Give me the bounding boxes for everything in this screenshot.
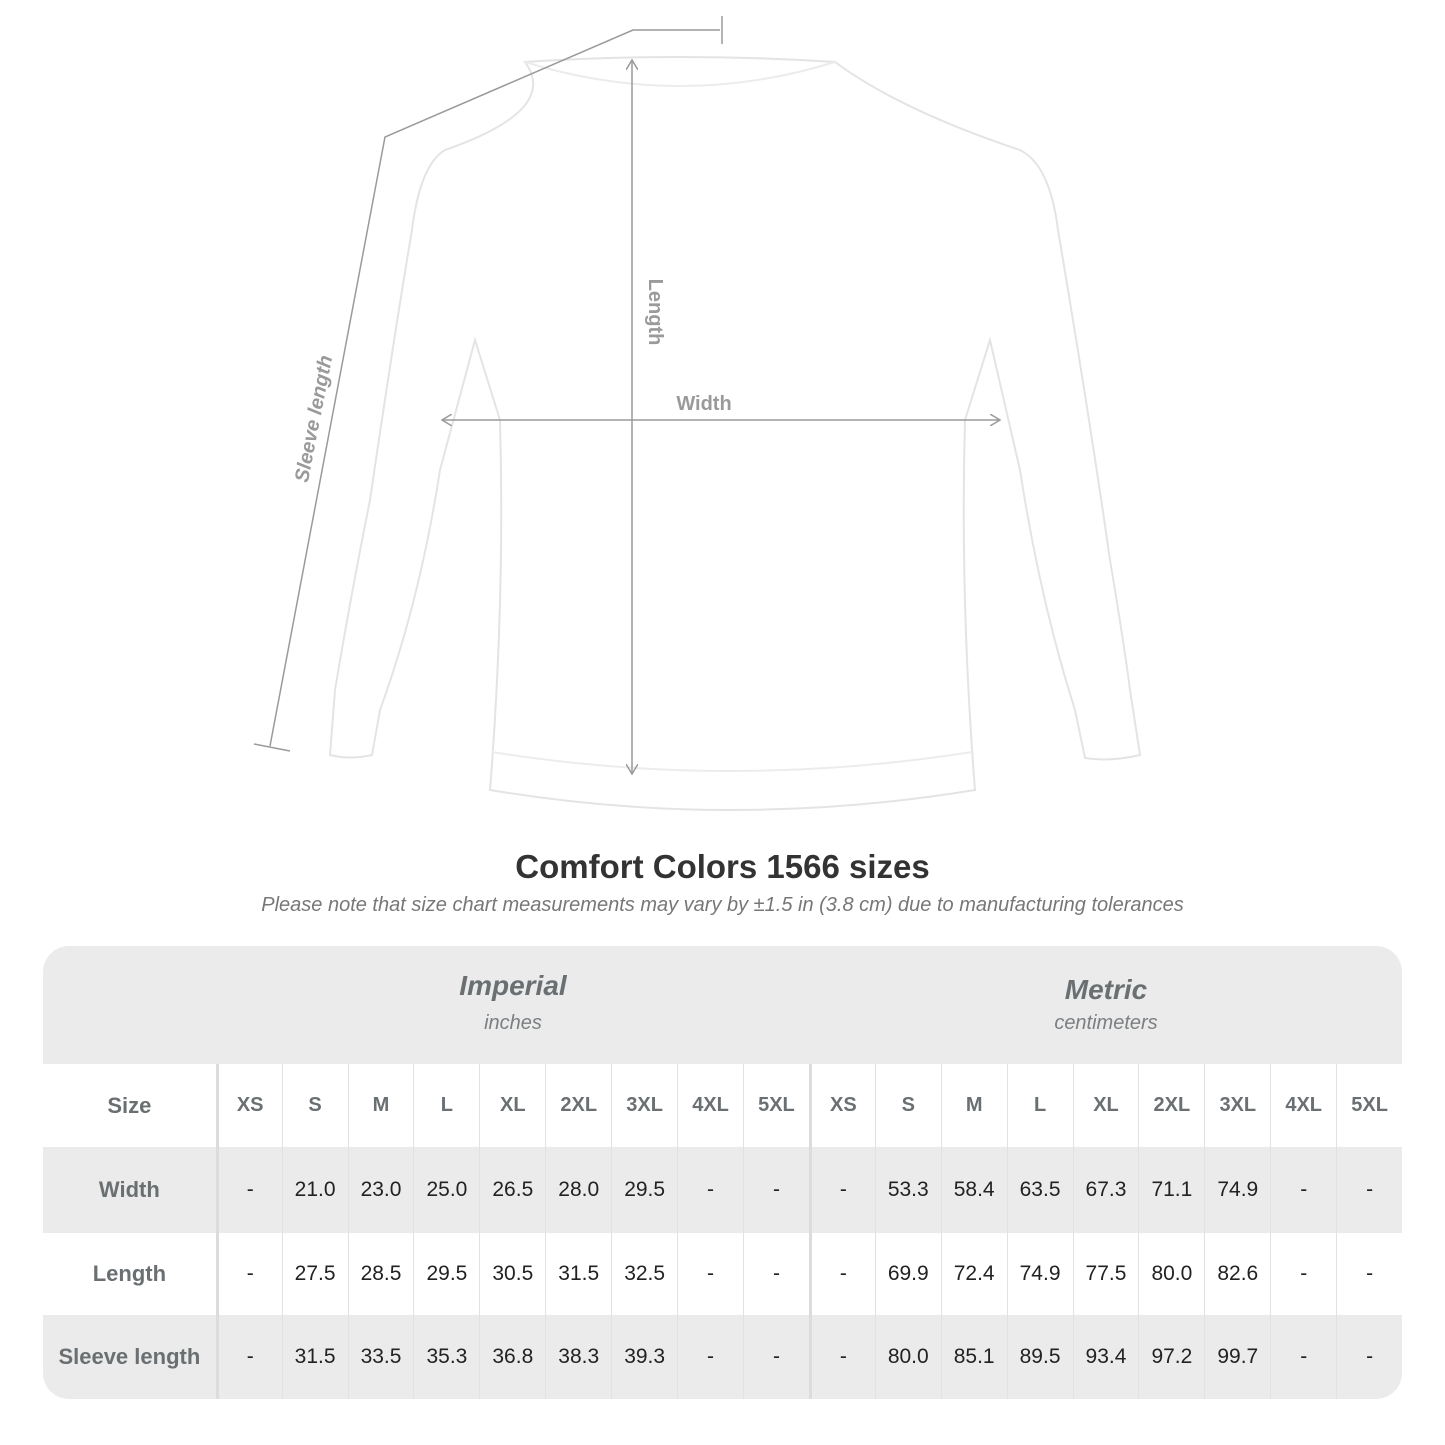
size-column-header: XL (1072, 1064, 1139, 1147)
table-cell: 36.8 (479, 1315, 545, 1399)
size-column-header: 2XL (1138, 1064, 1204, 1147)
size-column-header: 3XL (611, 1064, 677, 1147)
table-cell: 31.5 (545, 1233, 611, 1315)
table-cell: 29.5 (611, 1147, 677, 1233)
size-column-header: S (874, 1064, 941, 1147)
row-label: Size (107, 1092, 152, 1118)
table-cell: 74.9 (1204, 1147, 1270, 1233)
table-row: Length -27.5 28.5 29.5 30.5 31.5 32.5- - -69.9 72… (43, 1233, 1402, 1315)
table-cell: - (1270, 1233, 1336, 1315)
table-cell: 35.3 (413, 1315, 479, 1399)
table-cell: 32.5 (611, 1233, 677, 1315)
table-cell: - (742, 1147, 809, 1233)
imperial-title: Imperial (459, 970, 567, 1001)
table-cell: 28.5 (347, 1233, 414, 1315)
table-cell: 69.9 (874, 1233, 941, 1315)
size-chart-table: Imperial inches Metric centimeters Size X… (43, 946, 1402, 1399)
table-cell: - (677, 1233, 743, 1315)
row-label: Length (92, 1261, 167, 1286)
sweatshirt-body (328, 56, 1142, 811)
sleeve-length-label: Sleeve length (291, 353, 337, 484)
table-cell: 31.5 (281, 1315, 348, 1399)
table-cell: - (215, 1233, 282, 1315)
imperial-unit: inches (484, 1012, 542, 1034)
table-cell: 58.4 (940, 1147, 1007, 1233)
table-cell: - (808, 1315, 875, 1399)
length-label: Length (644, 279, 666, 346)
table-cell: - (215, 1147, 282, 1233)
size-column-header: 2XL (545, 1064, 611, 1147)
size-header-row: Size XS S M L XL 2XL 3XL 4XL 5XL XS S M L XL 2XL 3XL 4XL 5… (43, 1064, 1402, 1147)
table-cell: - (677, 1315, 743, 1399)
metric-unit: centimeters (1054, 1012, 1158, 1034)
table-row: Sleeve length -31.5 33.5 35.3 36.8 38.3 39.3- -… (43, 1315, 1402, 1399)
table-cell: - (215, 1315, 282, 1399)
unit-header-band (43, 946, 1402, 1064)
table-cell: 53.3 (874, 1147, 941, 1233)
size-column-header: 4XL (677, 1064, 743, 1147)
table-cell: 71.1 (1138, 1147, 1204, 1233)
width-label: Width (676, 393, 731, 415)
size-column-header: XS (215, 1064, 282, 1147)
table-cell: 89.5 (1006, 1315, 1073, 1399)
table-cell: 77.5 (1072, 1233, 1139, 1315)
table-cell: 25.0 (413, 1147, 479, 1233)
size-column-header: S (281, 1064, 348, 1147)
table-cell: 21.0 (281, 1147, 348, 1233)
table-cell: - (742, 1315, 809, 1399)
size-column-header: 5XL (1336, 1064, 1402, 1147)
table-cell: - (808, 1147, 875, 1233)
table-cell: 72.4 (940, 1233, 1007, 1315)
table-cell: 93.4 (1072, 1315, 1139, 1399)
table-cell: 30.5 (479, 1233, 545, 1315)
hem-band (491, 751, 973, 772)
metric-header: Metric centimeters (810, 946, 1402, 1064)
table-cell: 82.6 (1204, 1233, 1270, 1315)
metric-title: Metric (1064, 974, 1148, 1005)
table-cell: 97.2 (1138, 1315, 1204, 1399)
table-cell: 28.0 (545, 1147, 611, 1233)
table-cell: - (1336, 1315, 1402, 1399)
row-label: Width (98, 1177, 160, 1202)
tolerance-note: Please note that size chart measurements… (261, 894, 1184, 916)
table-cell: - (1336, 1233, 1402, 1315)
table-cell: - (742, 1233, 809, 1315)
table-cell: 80.0 (874, 1315, 941, 1399)
size-column-header: 5XL (742, 1064, 809, 1147)
size-column-header: L (413, 1064, 479, 1147)
table-cell: 85.1 (940, 1315, 1007, 1399)
sleeve-measure-line (253, 16, 723, 752)
page-title: Comfort Colors 1566 sizes (515, 848, 930, 885)
table-cell: 23.0 (347, 1147, 414, 1233)
table-cell: 38.3 (545, 1315, 611, 1399)
table-cell: 80.0 (1138, 1233, 1204, 1315)
sweatshirt-diagram: Length Width Sleeve length (253, 16, 1142, 811)
row-label: Sleeve length (58, 1344, 201, 1369)
table-cell: 29.5 (413, 1233, 479, 1315)
table-cell: 26.5 (479, 1147, 545, 1233)
table-cell: - (808, 1233, 875, 1315)
table-row: Width -21.0 23.0 25.0 26.5 28.0 29.5- - -53.3 58.… (43, 1147, 1402, 1233)
table-cell: - (1270, 1315, 1336, 1399)
table-cell: 39.3 (611, 1315, 677, 1399)
size-column-header: XL (479, 1064, 545, 1147)
size-column-header: M (940, 1064, 1007, 1147)
size-column-header: 3XL (1204, 1064, 1270, 1147)
table-cell: 74.9 (1006, 1233, 1073, 1315)
size-column-header: M (347, 1064, 414, 1147)
imperial-header: Imperial inches (216, 946, 810, 1064)
table-cell: 67.3 (1072, 1147, 1139, 1233)
size-column-header: XS (808, 1064, 875, 1147)
table-cell: 33.5 (347, 1315, 414, 1399)
table-cell: 63.5 (1006, 1147, 1073, 1233)
table-cell: - (1270, 1147, 1336, 1233)
size-column-header: 4XL (1270, 1064, 1336, 1147)
table-cell: - (1336, 1147, 1402, 1233)
table-cell: 27.5 (281, 1233, 348, 1315)
size-column-header: L (1006, 1064, 1073, 1147)
table-cell: 99.7 (1204, 1315, 1270, 1399)
collar (524, 61, 836, 87)
table-cell: - (677, 1147, 743, 1233)
